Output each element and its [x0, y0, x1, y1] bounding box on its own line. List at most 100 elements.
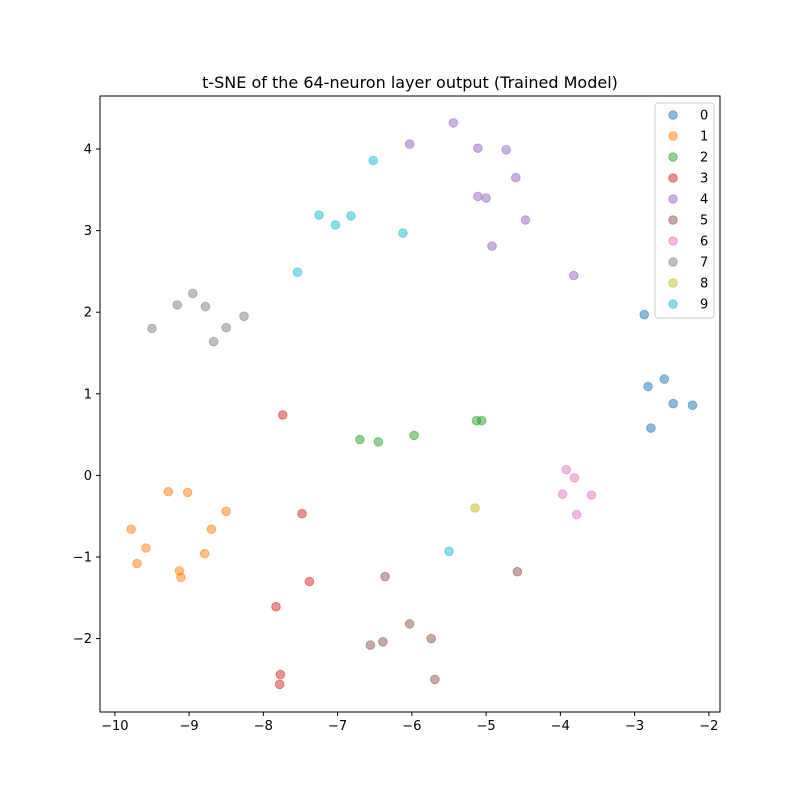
- legend-marker-7: [668, 257, 678, 267]
- data-point-class-1: [163, 486, 174, 497]
- x-tick-label: −6: [402, 719, 421, 734]
- data-point-class-5: [365, 640, 376, 650]
- data-point-class-2: [373, 437, 384, 447]
- data-point-class-2: [355, 434, 365, 445]
- data-point-class-1: [221, 506, 231, 517]
- data-point-class-1: [132, 558, 142, 569]
- data-point-class-0: [659, 374, 670, 384]
- x-tick-label: −8: [254, 719, 273, 734]
- data-point-class-3: [297, 508, 307, 519]
- legend-label-8: 8: [700, 277, 708, 292]
- data-point-class-5: [404, 619, 415, 629]
- data-point-class-8: [470, 503, 480, 513]
- data-point-class-9: [444, 546, 454, 557]
- data-point-class-7: [208, 336, 219, 347]
- data-point-class-6: [557, 489, 568, 500]
- data-point-class-7: [239, 311, 249, 322]
- data-point-class-5: [380, 571, 390, 582]
- data-point-class-3: [271, 601, 281, 612]
- y-tick-label: 1: [84, 387, 92, 402]
- legend-label-7: 7: [700, 256, 708, 271]
- data-point-class-4: [501, 145, 512, 155]
- data-point-class-5: [512, 566, 523, 577]
- data-point-class-7: [147, 323, 157, 334]
- data-point-class-4: [448, 118, 459, 128]
- legend-marker-1: [668, 131, 678, 141]
- data-point-class-6: [586, 490, 597, 500]
- legend-label-4: 4: [700, 193, 708, 208]
- legend-marker-3: [668, 173, 678, 183]
- data-point-class-1: [182, 487, 193, 498]
- x-tick-label: −4: [551, 719, 570, 734]
- data-point-class-7: [188, 288, 198, 299]
- data-point-class-5: [430, 674, 440, 685]
- legend: 0 1 2 3 4 5 6 7 8 9: [654, 102, 715, 319]
- data-point-class-7: [172, 300, 182, 310]
- x-tick-label: −5: [477, 719, 496, 734]
- legend-marker-4: [668, 194, 678, 204]
- data-point-class-4: [511, 172, 521, 183]
- data-point-class-2: [476, 415, 487, 426]
- data-point-class-6: [561, 464, 572, 475]
- legend-marker-6: [668, 236, 678, 246]
- data-point-class-4: [473, 191, 483, 202]
- data-point-class-3: [277, 410, 288, 420]
- data-point-class-4: [473, 143, 483, 153]
- x-tick-label: −9: [180, 719, 199, 734]
- data-point-class-0: [643, 381, 653, 392]
- data-point-class-3: [304, 576, 315, 587]
- data-point-class-7: [221, 322, 231, 333]
- legend-marker-9: [668, 299, 678, 309]
- data-point-class-9: [346, 211, 356, 221]
- y-tick-label: −1: [73, 550, 92, 565]
- data-point-class-1: [126, 524, 136, 535]
- x-tick-label: −3: [625, 719, 644, 734]
- data-point-class-0: [668, 398, 679, 409]
- chart-title: t-SNE of the 64-neuron layer output (Tra…: [202, 73, 618, 92]
- data-point-class-1: [199, 548, 210, 559]
- plot-frame: [99, 95, 721, 713]
- data-point-class-5: [426, 633, 437, 644]
- data-point-class-0: [646, 423, 656, 433]
- data-point-class-1: [206, 524, 217, 535]
- legend-marker-5: [668, 215, 678, 225]
- data-point-class-6: [569, 473, 580, 483]
- legend-label-3: 3: [700, 172, 708, 187]
- legend-label-6: 6: [700, 235, 708, 250]
- x-tick-label: −2: [699, 719, 718, 734]
- data-point-class-7: [200, 301, 211, 312]
- x-tick-label: −10: [101, 719, 128, 734]
- data-point-class-9: [330, 220, 341, 230]
- data-point-class-4: [481, 193, 491, 203]
- data-point-class-3: [274, 679, 285, 690]
- data-point-class-4: [520, 215, 531, 225]
- legend-label-0: 0: [700, 109, 708, 124]
- data-point-class-9: [292, 267, 303, 278]
- data-point-class-6: [571, 509, 582, 520]
- y-tick-label: 4: [84, 143, 92, 158]
- x-tick-label: −7: [328, 719, 347, 734]
- data-point-class-4: [404, 139, 415, 149]
- legend-label-9: 9: [700, 298, 708, 313]
- legend-marker-0: [668, 110, 678, 120]
- data-point-class-1: [141, 543, 151, 553]
- y-tick-label: 3: [84, 224, 92, 239]
- data-point-class-2: [409, 430, 419, 441]
- y-tick-label: −2: [73, 632, 92, 647]
- data-point-class-9: [398, 228, 408, 238]
- legend-label-1: 1: [700, 130, 708, 145]
- data-point-class-4: [487, 241, 497, 251]
- data-point-class-9: [368, 155, 379, 166]
- y-tick-label: 0: [84, 469, 92, 484]
- data-point-class-3: [275, 669, 286, 680]
- data-point-class-1: [176, 572, 186, 583]
- data-point-class-5: [378, 637, 388, 647]
- legend-label-2: 2: [700, 151, 708, 166]
- data-point-class-9: [314, 210, 324, 220]
- y-tick-label: 2: [84, 306, 92, 321]
- data-point-class-0: [639, 309, 650, 320]
- legend-label-5: 5: [700, 214, 708, 229]
- legend-marker-2: [668, 152, 678, 162]
